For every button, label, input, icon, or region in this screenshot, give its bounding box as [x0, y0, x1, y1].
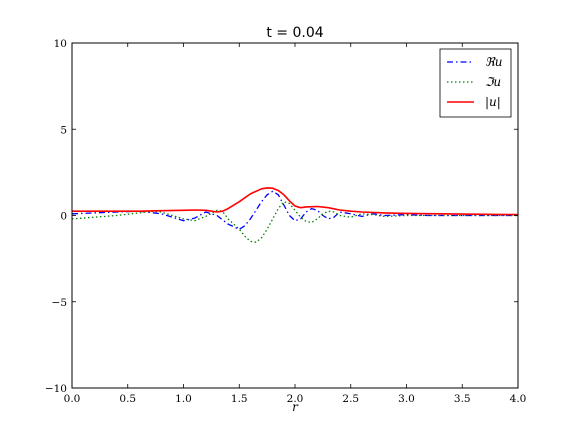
- legend-label-1: ℑu: [485, 75, 501, 89]
- x-tick-label: 4.0: [510, 393, 527, 405]
- y-tick-label: −10: [45, 383, 67, 395]
- x-tick-label: 2.5: [342, 393, 359, 405]
- x-axis-label: r: [292, 400, 299, 414]
- plot-series-group: [72, 187, 518, 243]
- series-line-2: [72, 187, 518, 216]
- series-line-0: [72, 190, 518, 230]
- x-tick-label: 1.0: [175, 393, 192, 405]
- legend-box: [439, 48, 512, 118]
- x-tick-label: 3.0: [398, 393, 415, 405]
- x-tick-label: 0.5: [119, 393, 136, 405]
- y-tick-label: 5: [60, 124, 67, 136]
- y-tick-label: −5: [52, 297, 67, 309]
- x-tick-label: 3.5: [454, 393, 471, 405]
- legend-label-0: ℜu: [485, 55, 503, 69]
- chart-title: t = 0.04: [266, 25, 323, 41]
- axis-ticks: 0.0 0.5 1.0 1.5 2.0 2.5 3.0 3.5 4.0 −10 −5 0 5 10: [45, 38, 527, 405]
- y-tick-label: 0: [60, 211, 67, 223]
- x-tick-label: 0.0: [64, 393, 81, 405]
- x-tick-label: 1.5: [231, 393, 248, 405]
- x-tick-label: 2.0: [287, 393, 304, 405]
- legend-label-2: |u|: [485, 95, 501, 109]
- series-line-1: [72, 201, 518, 243]
- y-tick-label: 10: [54, 38, 67, 50]
- legend: ℜu ℑu |u|: [439, 48, 512, 118]
- legend-entries: ℜu ℑu |u|: [447, 55, 503, 109]
